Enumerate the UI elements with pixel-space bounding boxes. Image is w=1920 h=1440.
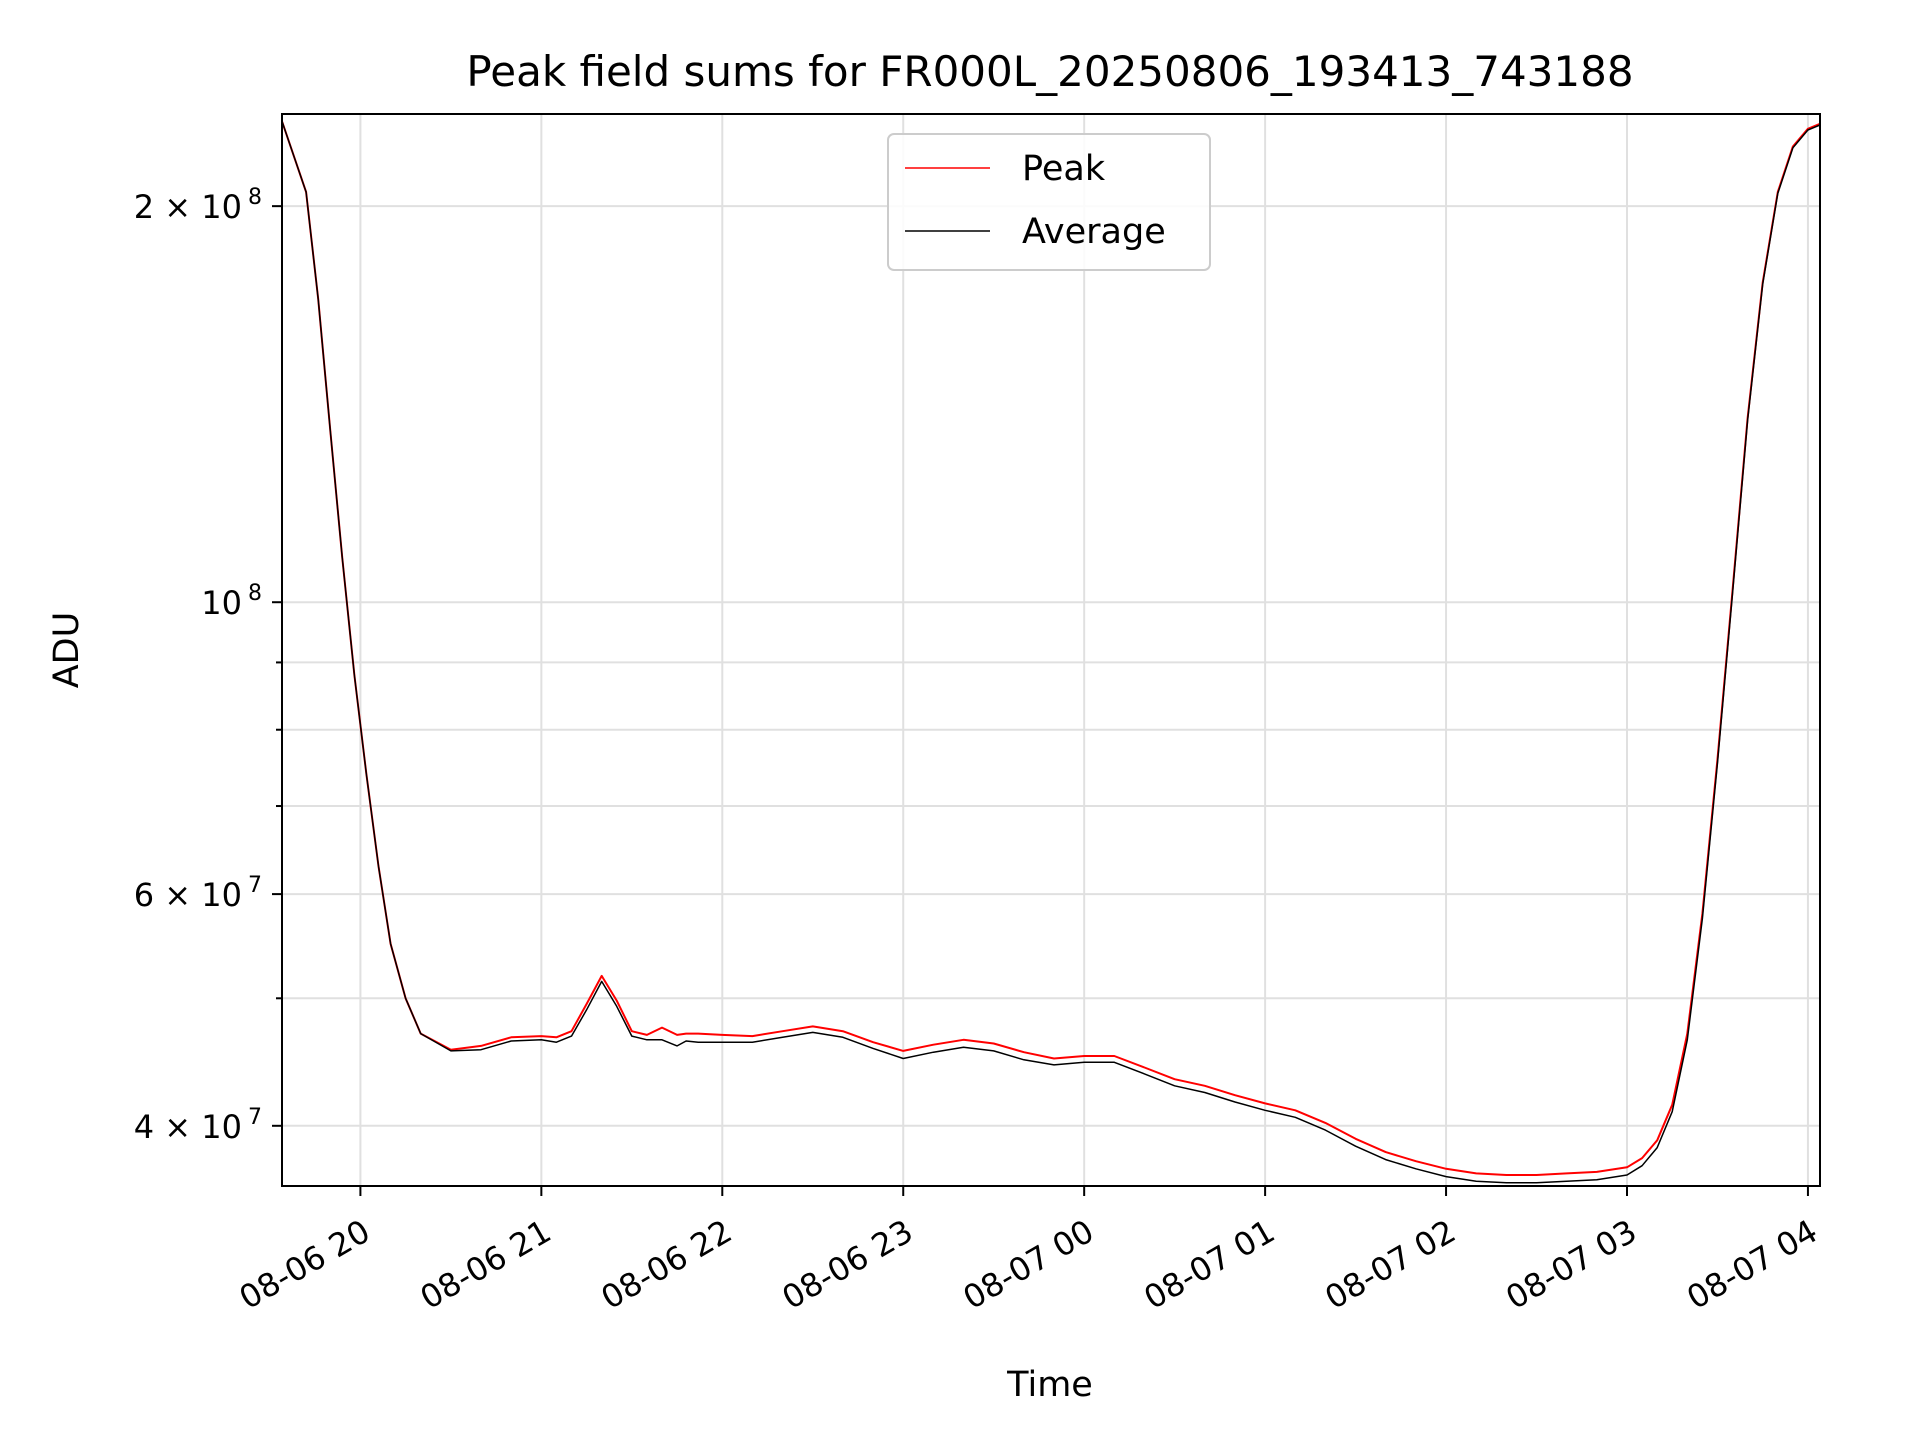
y-tick-label: 10 (201, 584, 242, 622)
legend-label-average: Average (1022, 212, 1166, 252)
series-line-peak (281, 120, 1821, 1176)
x-axis: 08-06 20 08-06 21 08-06 22 08-06 23 08-07 00… (233, 1186, 1824, 1317)
x-tick-label: 08-07 04 (1680, 1212, 1824, 1317)
y-tick-exponent: 8 (248, 185, 262, 210)
legend: Peak Average (887, 133, 1211, 271)
y-tick-exponent: 7 (248, 873, 262, 898)
y-tick-exponent: 8 (248, 581, 262, 606)
y-axis-label: ADU (47, 612, 87, 689)
x-tick-label: 08-07 01 (1138, 1212, 1282, 1317)
legend-label-peak: Peak (1022, 149, 1106, 189)
plot-frame (281, 113, 1821, 1187)
y-tick-label: 4 × 10 (134, 1108, 242, 1146)
y-tick-label: 6 × 10 (134, 876, 242, 914)
x-axis-label: Time (1006, 1365, 1093, 1405)
x-tick-label: 08-07 02 (1318, 1212, 1462, 1317)
plot-lines (281, 120, 1821, 1184)
y-tick-exponent: 7 (248, 1105, 262, 1130)
y-axis: 4 × 10 76 × 10 710 82 × 10 8 (134, 185, 282, 1146)
series-line-average (281, 121, 1821, 1184)
grid (282, 114, 1820, 1186)
x-tick-label: 08-07 00 (957, 1212, 1101, 1317)
x-tick-label: 08-07 03 (1499, 1212, 1643, 1317)
y-tick-label: 2 × 10 (134, 188, 242, 226)
x-tick-label: 08-06 21 (414, 1212, 558, 1317)
x-tick-label: 08-06 22 (595, 1212, 739, 1317)
x-tick-label: 08-06 23 (776, 1212, 920, 1317)
x-tick-label: 08-06 20 (233, 1212, 377, 1317)
chart-title: Peak field sums for FR000L_20250806_1934… (466, 47, 1633, 96)
